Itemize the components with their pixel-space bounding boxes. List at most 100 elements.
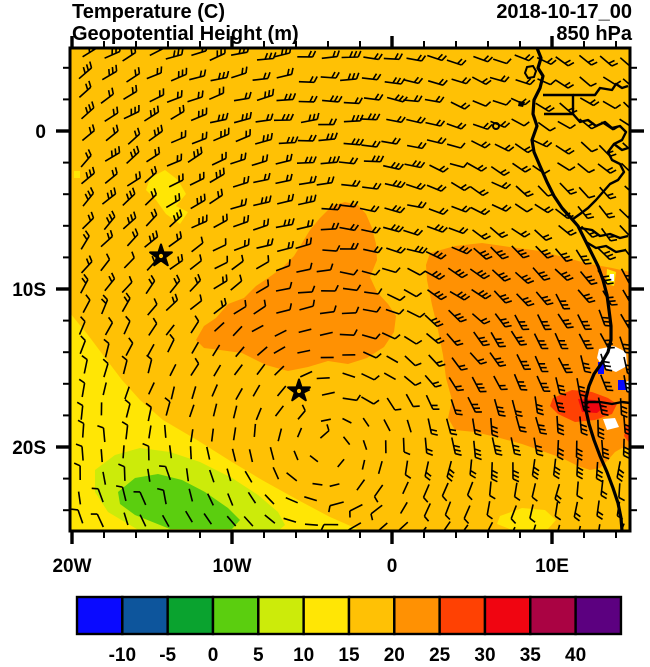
wind-barb — [386, 246, 406, 254]
wind-barb — [253, 172, 271, 184]
wind-barb — [471, 76, 492, 86]
wind-barb — [361, 459, 366, 470]
wind-barb — [451, 357, 468, 371]
wind-barb — [405, 393, 420, 408]
wind-barb — [248, 449, 254, 463]
wind-barb — [80, 255, 93, 274]
wind-barb — [191, 236, 204, 253]
wind-barb — [427, 53, 447, 62]
wind-barb — [210, 70, 230, 82]
wind-barb — [208, 469, 215, 483]
wind-barb — [189, 171, 205, 186]
wind-barb — [381, 137, 401, 145]
wind-barb — [293, 450, 299, 461]
wind-barb — [191, 214, 208, 229]
wind-barb — [515, 415, 527, 433]
wind-barb — [532, 164, 551, 175]
wind-barb — [442, 521, 451, 531]
wind-barb — [381, 332, 401, 340]
country-border — [543, 93, 575, 116]
plot-level: 850 hPa — [556, 23, 632, 45]
wind-barb — [232, 405, 238, 419]
wind-barb — [512, 526, 516, 531]
wind-barb — [622, 438, 630, 460]
wind-barb — [145, 402, 152, 422]
wind-barb — [100, 253, 111, 272]
wind-barb — [579, 394, 591, 413]
wind-barb — [554, 268, 574, 282]
wind-barb — [149, 88, 165, 103]
wind-barb — [426, 224, 448, 233]
wind-barb — [363, 155, 385, 163]
wind-barb — [97, 424, 106, 443]
wind-barb — [188, 404, 195, 418]
wind-barb — [190, 315, 200, 334]
wind-barb — [147, 343, 155, 356]
wind-barb — [555, 293, 571, 310]
wind-barb — [578, 54, 598, 66]
wind-barb — [386, 293, 406, 302]
wind-barb — [127, 127, 141, 145]
wind-barb — [557, 524, 561, 531]
wind-barb — [273, 113, 295, 122]
wind-barb — [513, 482, 521, 502]
wind-barb — [424, 314, 444, 328]
wind-barb — [559, 182, 577, 195]
wind-barb — [277, 428, 283, 442]
wind-barb — [319, 424, 330, 439]
wind-barb — [534, 396, 544, 416]
wind-barb — [596, 500, 604, 520]
wind-barb — [285, 496, 299, 504]
yellow-dot-left-edge — [74, 171, 80, 178]
wind-barb — [576, 378, 587, 397]
wind-barb — [328, 501, 344, 513]
wind-barb — [597, 524, 601, 531]
wind-barb — [429, 164, 449, 173]
wind-barb — [622, 78, 630, 86]
wind-barb — [489, 75, 510, 83]
wind-barb — [297, 134, 317, 142]
wind-barb — [516, 293, 535, 307]
wind-barb — [383, 372, 396, 381]
wind-barb — [399, 501, 408, 514]
wind-barb — [142, 442, 150, 461]
wind-barb — [233, 111, 252, 124]
wind-barb — [322, 95, 343, 103]
wind-barb — [123, 84, 138, 100]
colorbar-label: 10 — [293, 645, 314, 666]
wind-barb — [361, 140, 381, 148]
wind-barb — [264, 494, 275, 505]
wind-barb — [343, 114, 364, 123]
wind-barb — [209, 48, 226, 62]
wind-barb — [273, 346, 286, 354]
wind-barb — [622, 289, 630, 304]
wind-barb — [406, 245, 428, 254]
wind-barb — [337, 458, 345, 468]
wind-barb — [124, 398, 131, 418]
wind-barb — [349, 503, 363, 518]
wind-barb — [297, 50, 317, 58]
colorbar-label: 40 — [565, 645, 586, 666]
wind-barb — [451, 245, 473, 255]
blue-dot-2 — [618, 380, 626, 390]
wind-barb — [147, 298, 158, 316]
wind-barb — [579, 97, 600, 107]
wind-barb — [295, 237, 313, 250]
wind-barb — [403, 335, 423, 345]
star-marker — [149, 243, 173, 267]
wind-barb — [189, 446, 192, 460]
wind-barb — [104, 272, 116, 292]
wind-barb — [573, 501, 581, 522]
wind-barb — [602, 290, 618, 306]
wind-barb — [384, 179, 406, 189]
wind-barb — [404, 160, 426, 169]
wind-barb — [427, 289, 447, 301]
wind-barb — [363, 246, 383, 254]
wind-barb — [143, 105, 160, 122]
wind-barb — [203, 513, 213, 525]
wind-barb — [575, 440, 583, 461]
wind-barb — [253, 299, 267, 315]
wind-barb — [274, 329, 287, 337]
wind-barb — [79, 273, 89, 294]
wind-barb — [123, 251, 135, 269]
